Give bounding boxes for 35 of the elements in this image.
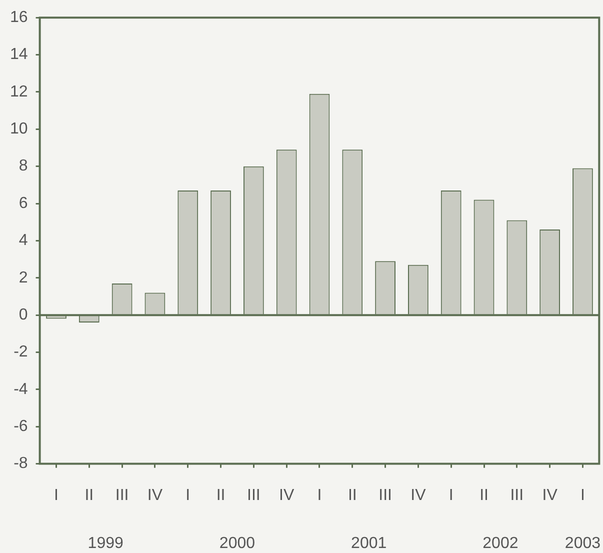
x-tick-label: I [580, 486, 585, 504]
x-tick-label: III [115, 486, 129, 504]
x-tick-label: III [510, 486, 524, 504]
y-tick-label: 0 [18, 306, 28, 324]
y-tick-label: -4 [14, 380, 28, 398]
x-tick-label: III [378, 486, 392, 504]
y-tick-label: -2 [14, 344, 28, 361]
text: 2003 [564, 535, 601, 552]
y-tick-label: 16 [10, 9, 28, 26]
x-tick-label: I [186, 486, 190, 504]
text: 2000 [219, 535, 256, 552]
x-tick-label: IV [147, 486, 163, 504]
y-tick-label: 4 [18, 232, 28, 250]
x-tick-label: I [317, 486, 322, 504]
x-tick-label: IV [279, 486, 294, 504]
y-tick-label: 6 [18, 194, 28, 212]
y-tick-label: 8 [18, 158, 28, 175]
x-tick-label: III [247, 486, 260, 504]
x-tick-label: I [54, 486, 58, 504]
text: 1999 [88, 535, 124, 552]
x-tick-label: IV [410, 486, 426, 504]
text: 2002 [482, 535, 518, 552]
x-tick-label: I [448, 486, 454, 504]
y-tick-label: -6 [14, 418, 28, 436]
text: 2001 [351, 535, 387, 552]
x-tick-label: II [348, 486, 357, 504]
x-tick-label: II [84, 486, 94, 504]
y-tick-label: 12 [10, 83, 28, 100]
x-tick-label: II [480, 486, 488, 504]
y-tick-label: 14 [10, 46, 28, 64]
y-tick-label: 10 [10, 120, 28, 138]
x-tick-label: IV [542, 486, 558, 504]
y-tick-label: 2 [18, 269, 28, 286]
y-tick-label: -8 [14, 455, 28, 472]
x-tick-label: II [216, 486, 226, 504]
